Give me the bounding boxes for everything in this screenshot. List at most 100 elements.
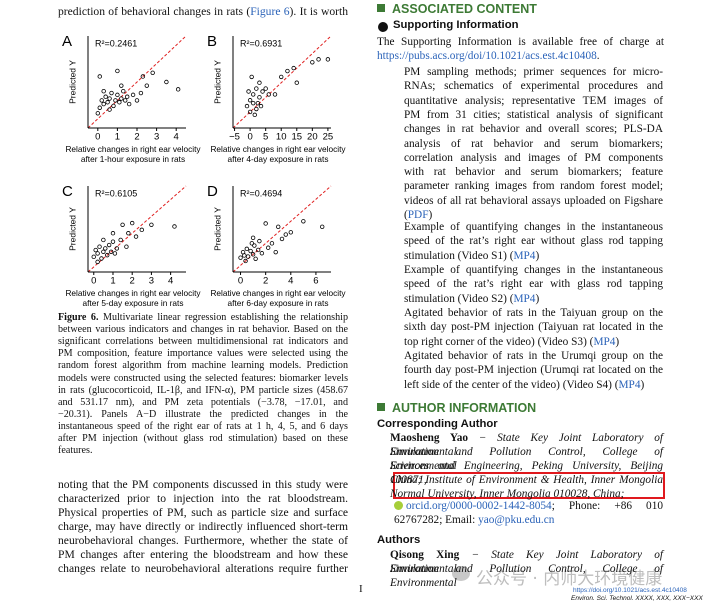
text-line: The Supporting Information is available … [377,35,664,49]
reference-line [87,185,187,273]
data-point [246,89,251,94]
link[interactable]: https://pubs.acs.org/doi/10.1021/acs.est… [377,50,597,63]
text: speed of the rat’s right ear without gla… [404,235,663,248]
data-point [269,241,275,246]
r-squared: R²=0.2461 [95,38,137,48]
text: Agitated behavior of rats in the Urumqi … [404,350,663,362]
text-line: parameter ranking images from random for… [404,179,663,193]
data-point [242,253,247,258]
text-line: speed of the rat’s right ear with glass … [404,277,663,291]
data-point [291,65,296,71]
text-line: top right corner of the video) (Video S3… [404,335,663,349]
data-point [144,83,149,88]
text-line: China; Institute of Environment & Health… [390,473,663,487]
link[interactable]: PDF [407,209,429,221]
x-tick-label: 0 [238,276,243,287]
text-line: Normal University, Inner Mongolia 010028… [390,487,663,501]
panel-letter: D [207,183,218,200]
data-point [150,70,155,75]
text: The Supporting Information is available … [377,36,664,48]
emphasis: Qisong Xing [390,549,460,561]
data-point [254,86,259,91]
reference-line [87,35,187,129]
text-line: after PM injection (without glass rod st… [58,433,348,445]
text: models were constructed using the select… [58,372,348,384]
link[interactable]: MP4 [593,335,616,348]
data-point [175,87,181,92]
x-tick-label: 1 [115,132,120,143]
data-point [109,90,114,96]
data-point [325,57,331,62]
text-line: sixth day post-PM injection (Taiyuan rat… [404,320,663,334]
data-point [108,249,114,254]
text: between various indicators and changes i… [58,324,348,336]
x-tick-label: 4 [174,132,179,143]
x-tick-label: 2 [130,276,135,287]
text-line: characterized prior to injection into th… [58,492,348,506]
text-line: and 531.17 nm), and PM zeta potentials (… [58,397,348,409]
y-axis-label: Predicted Y [67,207,77,251]
data-point [316,57,321,62]
text: Simulation and Pollution Control, Colleg… [390,446,663,472]
text: PM changes after entering the bloodstrea… [58,548,348,561]
link[interactable]: Figure 6 [250,5,290,18]
link[interactable]: MP4 [513,249,536,262]
data-point [252,243,257,248]
text: PM composition, feature importance value… [58,348,348,360]
link[interactable]: orcid.org/0000-0002-1442-8054 [406,500,552,512]
text: 62767282; Email: [394,514,479,526]
text: PM from 31 cities; statistical analysis … [404,108,663,121]
data-point [129,220,135,226]
data-point [101,88,106,94]
text-line: fourth day post-PM injection (Urumqi rat… [404,363,663,377]
text: RNAs; schematics of experimental procedu… [404,80,663,93]
data-point [279,236,285,242]
doi[interactable]: https://doi.org/10.1021/acs.est.4c10408 [573,587,687,594]
data-point [106,242,112,248]
text-line: Simulation and Pollution Control, Colleg… [390,445,663,472]
data-point [110,231,116,236]
text-line: Agitated behavior of rats in the Taiyuan… [404,306,663,320]
data-point [149,222,154,227]
text: fourth day post-PM injection (Urumqi rat… [404,364,663,377]
data-point [97,74,102,79]
text-line: PM from 31 cities; statistical analysis … [404,108,663,122]
text-line: prediction of behavioral changes in rats… [58,5,348,19]
text: significant correlations between multidi… [58,336,348,348]
text: in rats (glucocorticoid, IL-1β, and IFN-… [58,384,348,396]
text-line: with rat behavior and serum biomarkers; … [404,165,663,179]
link[interactable]: yao@pku.edu.cn [478,514,555,526]
data-point [257,95,262,100]
orcid-icon [394,501,403,510]
data-point [95,111,100,116]
text-line: stimulation (Video S2) (MP4) [404,292,663,306]
text: after PM injection (without glass rod st… [58,433,348,444]
section-heading: ASSOCIATED CONTENT [377,2,537,16]
text: left side of the center of the video) (V… [404,378,619,391]
text-line: Qisong Xing − State Key Joint Laboratory… [390,548,663,575]
data-point [115,68,120,74]
data-point [244,246,250,252]
data-point [107,107,112,112]
text: prediction of behavioral changes in rats… [58,5,251,18]
data-point [266,92,271,97]
text-line: significant correlations between multidi… [58,336,348,348]
data-point [260,89,265,94]
text: Simulation and Pollution Control, Colleg… [390,563,663,589]
data-point [249,74,254,80]
text-line: (PDF) [404,208,663,222]
text-line: orcid.org/0000-0002-1442-8054; Phone: +8… [394,499,663,513]
text-line: Agitated behavior of rats in the Urumqi … [404,349,663,363]
data-point [130,92,136,98]
text: . [596,50,600,63]
data-point [254,106,259,112]
text: China; Institute of Environment & Health… [390,474,663,486]
text: PM sampling methods; primer sequences fo… [404,66,663,78]
link[interactable]: MP4 [618,378,641,391]
data-point [105,100,110,105]
r-squared: R²=0.4694 [240,188,282,198]
data-point [118,237,123,243]
link[interactable]: MP4 [513,292,536,305]
data-point [133,234,139,239]
